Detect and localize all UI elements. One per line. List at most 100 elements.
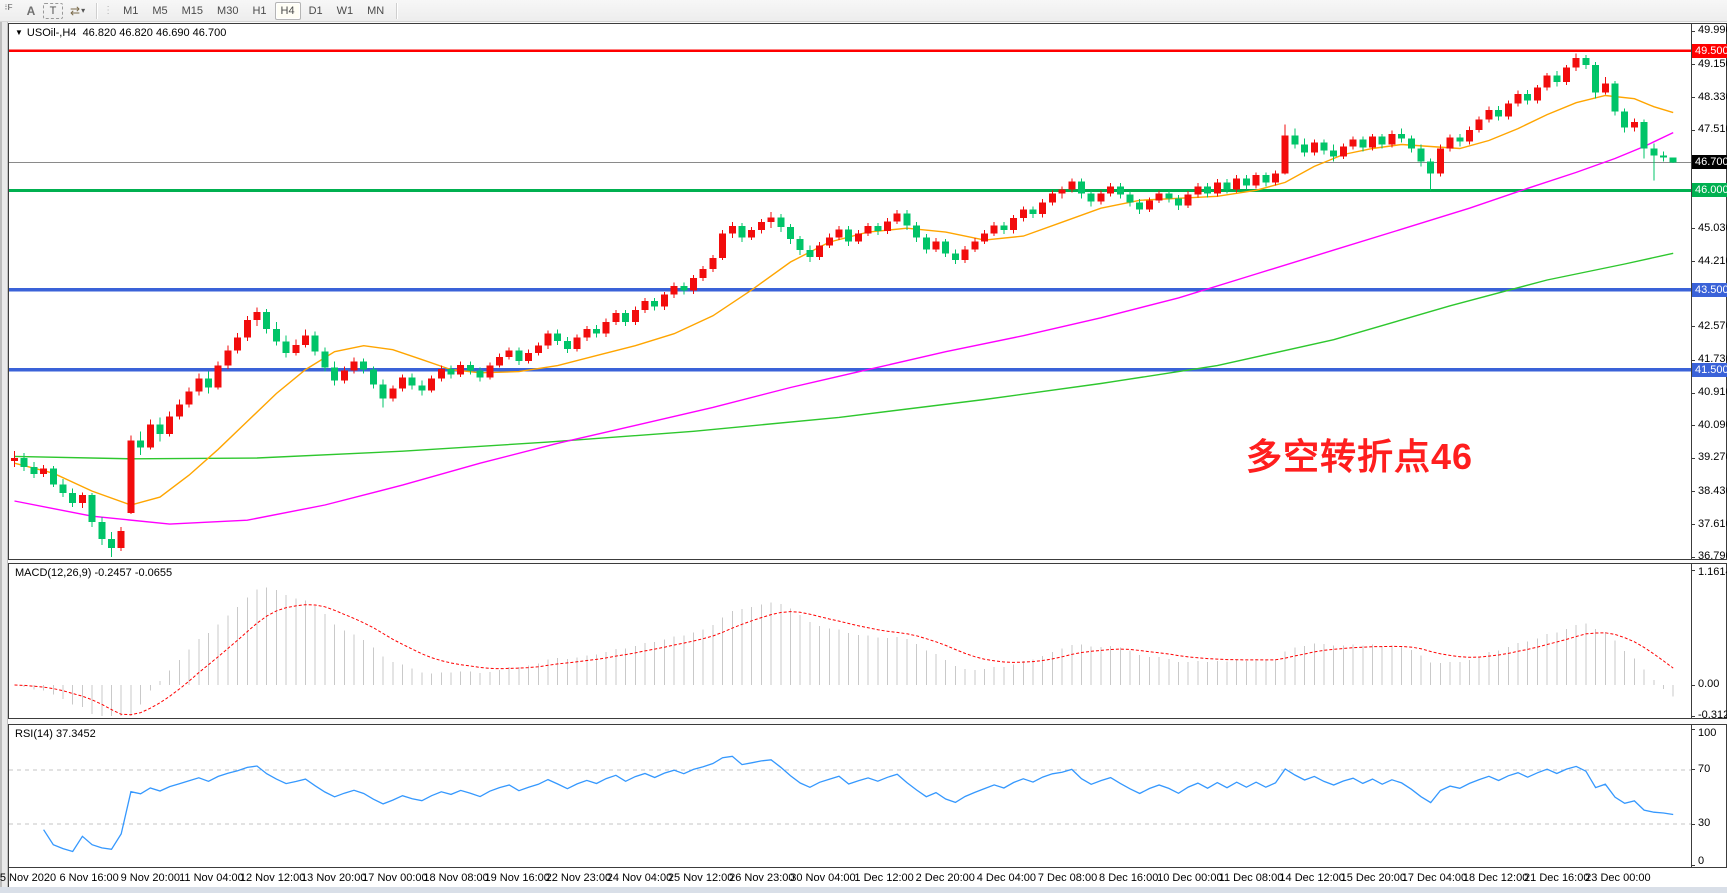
timeframe-button-m30[interactable]: M30 <box>217 4 239 17</box>
time-axis-label: 1 Dec 12:00 <box>854 872 914 884</box>
price-tick-label: 40.090 <box>1698 418 1727 431</box>
macd-tick-mark <box>1691 715 1695 717</box>
price-badge-46.000: 46.000 <box>1692 183 1727 198</box>
time-axis-label: 8 Dec 16:00 <box>1099 872 1159 884</box>
macd-tick-label: 1.1614 <box>1698 566 1727 578</box>
ma-line-slow-green <box>14 252 1674 460</box>
time-axis-label: 18 Dec 12:00 <box>1462 872 1529 884</box>
time-axis-label: 7 Dec 08:00 <box>1037 872 1098 884</box>
price-tick-label: 39.270 <box>1698 451 1727 464</box>
price-tick-mark <box>1691 64 1695 66</box>
price-tick-mark <box>1691 326 1695 328</box>
time-axis-label: 25 Nov 12:00 <box>667 872 734 884</box>
macd-panel[interactable]: MACD(12,26,9) -0.2457 -0.0655 1.1614 0.00… <box>8 563 1727 721</box>
price-tick-label: 40.910 <box>1698 386 1727 399</box>
rsi-tick-label: 30 <box>1698 817 1711 830</box>
time-axis-label: 15 Dec 20:00 <box>1340 872 1407 884</box>
price-badge-43.500: 43.500 <box>1692 282 1727 297</box>
price-tick-mark <box>1691 392 1695 394</box>
macd-histogram <box>23 587 1674 716</box>
rsi-tick-label: 100 <box>1698 727 1717 739</box>
price-tick-mark <box>1691 129 1695 131</box>
ohlc-values: 46.820 46.820 46.690 46.700 <box>82 27 227 39</box>
price-tick-mark <box>1691 425 1695 427</box>
timeframe-button-h1[interactable]: H1 <box>252 4 267 17</box>
toolbar-separator <box>396 2 398 19</box>
chart-header[interactable]: ▼ USOil-,H4 46.820 46.820 46.690 46.700 <box>15 27 226 39</box>
candles <box>11 53 1677 558</box>
macd-label: MACD(12,26,9) -0.2457 -0.0655 <box>15 567 173 579</box>
price-tick-label: 38.430 <box>1698 484 1727 497</box>
time-axis-label: 30 Nov 04:00 <box>790 872 856 884</box>
price-tick-mark <box>1691 30 1695 32</box>
timeframe-group: M1 M5 M15 M30 H1 H4 D1 W1 MN <box>116 1 391 20</box>
price-tick-mark <box>1691 457 1695 459</box>
rsi-label: RSI(14) 37.3452 <box>15 728 96 740</box>
time-axis-label: 2 Dec 20:00 <box>915 872 975 884</box>
rsi-tick-mark <box>1691 823 1695 825</box>
macd-tick-mark <box>1691 569 1695 571</box>
time-axis-label: 21 Dec 16:00 <box>1524 872 1590 884</box>
time-axis-label: 12 Nov 12:00 <box>239 872 306 884</box>
timeframe-button-m15[interactable]: M15 <box>181 4 204 17</box>
time-axis-label: 9 Nov 20:00 <box>120 872 180 884</box>
font-tool-button[interactable]: A <box>26 3 36 18</box>
price-tick-label: 44.210 <box>1698 254 1727 267</box>
timeframe-button-mn[interactable]: MN <box>367 4 385 17</box>
time-axis-label: 5 Nov 2020 <box>0 872 57 884</box>
toolbar-grip-icon[interactable]: ⠿F <box>4 3 14 12</box>
window-bottom-edge <box>0 887 1727 893</box>
price-tick-label: 41.730 <box>1698 353 1727 366</box>
price-tick-label: 45.030 <box>1698 221 1727 234</box>
main-chart-panel[interactable]: ▼ USOil-,H4 46.820 46.820 46.690 46.700 多… <box>8 23 1727 562</box>
rsi-plot[interactable] <box>9 725 1691 867</box>
time-axis-label: 19 Nov 16:00 <box>484 872 550 884</box>
price-badge-46.700: 46.700 <box>1692 155 1727 170</box>
price-tick-mark <box>1691 556 1695 558</box>
color-swap-button[interactable]: ⇄ ▾ <box>65 2 90 20</box>
timeframe-button-w1[interactable]: W1 <box>336 4 354 17</box>
time-axis-label: 23 Dec 00:00 <box>1585 872 1651 884</box>
price-badge-41.500: 41.500 <box>1692 362 1727 377</box>
price-axis-border <box>1691 24 1692 559</box>
timeframe-button-d1[interactable]: D1 <box>308 4 323 17</box>
time-axis[interactable]: 5 Nov 2020 6 Nov 16:00 9 Nov 20:00 11 Nov 0… <box>0 868 1727 887</box>
rsi-panel[interactable]: RSI(14) 37.3452 100 70 30 0 <box>8 724 1727 868</box>
timeframe-button-m1[interactable]: M1 <box>123 4 139 17</box>
ma-line-mid-magenta <box>14 131 1674 525</box>
time-axis-label: 24 Nov 04:00 <box>606 872 673 884</box>
macd-tick-label: -0.3127 <box>1698 709 1727 721</box>
time-axis-label: 11 Dec 08:00 <box>1218 872 1284 884</box>
price-tick-mark <box>1691 491 1695 493</box>
timeframe-button-h4[interactable]: H4 <box>274 1 301 20</box>
horizontal-lines[interactable] <box>9 49 1691 372</box>
price-tick-label: 48.330 <box>1698 90 1727 103</box>
price-tick-label: 47.510 <box>1698 123 1727 136</box>
timeframe-button-m5[interactable]: M5 <box>152 4 168 17</box>
time-axis-label: 11 Nov 04:00 <box>179 872 244 884</box>
macd-plot[interactable] <box>9 564 1691 718</box>
toolbar: ⠿F A T ⇄ ▾ ⋮ M1 M5 M15 M30 H1 H4 D1 W1 MN <box>0 0 1727 22</box>
rsi-tick-label: 70 <box>1698 762 1711 775</box>
rsi-tick-mark <box>1691 728 1695 730</box>
candlestick-plot[interactable] <box>9 24 1691 559</box>
price-tick-mark <box>1691 228 1695 230</box>
rsi-axis-border <box>1691 725 1692 867</box>
time-axis-label: 14 Dec 12:00 <box>1279 872 1345 884</box>
toolbar-grip2-icon[interactable]: ⋮ <box>103 5 114 16</box>
swap-arrows-icon: ⇄ <box>70 3 81 18</box>
rsi-line <box>43 755 1674 853</box>
price-tick-mark <box>1691 261 1695 263</box>
price-tick-label: 37.610 <box>1698 517 1727 530</box>
time-axis-label: 4 Dec 04:00 <box>976 872 1037 884</box>
macd-axis-border <box>1691 564 1692 718</box>
time-axis-label: 26 Nov 23:00 <box>729 872 795 884</box>
chart-menu-triangle-icon[interactable]: ▼ <box>15 28 23 37</box>
time-axis-label: 13 Nov 20:00 <box>301 872 367 884</box>
time-axis-label: 18 Nov 08:00 <box>423 872 489 884</box>
time-axis-label: 6 Nov 16:00 <box>59 872 119 884</box>
window-left-edge <box>0 22 8 893</box>
chart-annotation-text[interactable]: 多空转折点46 <box>1246 436 1474 477</box>
text-tool-button[interactable]: T <box>43 2 63 19</box>
